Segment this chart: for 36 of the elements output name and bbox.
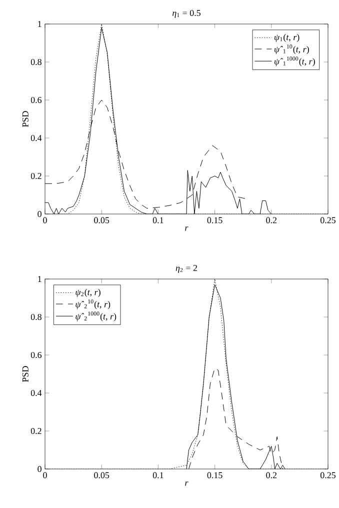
y-tick-label: 0.6 (30, 352, 42, 358)
y-tick-label: 0 (38, 210, 42, 218)
y-tick-label: 0.2 (30, 428, 42, 434)
x-tick-label: 0.1 (152, 472, 164, 478)
x-tick-label: 0.2 (266, 217, 277, 224)
y-axis-title: PSD (22, 111, 28, 127)
x-tick-label: 0 (43, 217, 47, 224)
y-axis-title: PSD (22, 366, 28, 382)
y-tick-label: 0.8 (30, 314, 42, 320)
x-tick-label: 0 (43, 472, 47, 478)
x-tick-label: 0.05 (94, 472, 110, 478)
y-tick-label: 0.4 (30, 390, 42, 396)
y-tick-label: 1 (38, 21, 42, 27)
x-tick-label: 0.2 (266, 472, 277, 478)
chart-title: η$_{2}$ = 2 (176, 264, 197, 273)
legend-label: ψ$_{2}$(t, r) (76, 288, 100, 298)
legend-label: ψ$_{1}$(t, r) (274, 34, 300, 42)
legend-label: ψ̂$_{2}$$^{1000}$(t, r) (76, 312, 116, 322)
legend-label: ψ̂$_{1}$$^{10}$(t, r) (274, 44, 309, 54)
y-tick-label: 0 (38, 466, 42, 472)
legend-label: ψ̂$_{1}$$^{1000}$(t, r) (274, 56, 315, 66)
y-tick-label: 0.8 (30, 58, 42, 66)
y-tick-label: 0.4 (30, 134, 42, 142)
x-axis-title: r (185, 226, 188, 231)
y-tick-label: 1 (38, 276, 42, 282)
x-tick-label: 0.1 (152, 217, 164, 224)
x-tick-label: 0.15 (207, 217, 222, 224)
x-tick-label: 0.25 (320, 472, 336, 478)
x-axis-title: r (185, 481, 188, 486)
y-tick-label: 0.2 (30, 172, 42, 180)
chart-title: η$_{1}$ = 0.5 (172, 10, 200, 18)
x-tick-label: 0.15 (207, 472, 222, 478)
x-tick-label: 0.05 (94, 217, 110, 224)
legend-label: ψ̂$_{2}$$^{10}$(t, r) (76, 299, 110, 310)
x-tick-label: 0.25 (320, 217, 336, 224)
y-tick-label: 0.6 (30, 96, 42, 104)
